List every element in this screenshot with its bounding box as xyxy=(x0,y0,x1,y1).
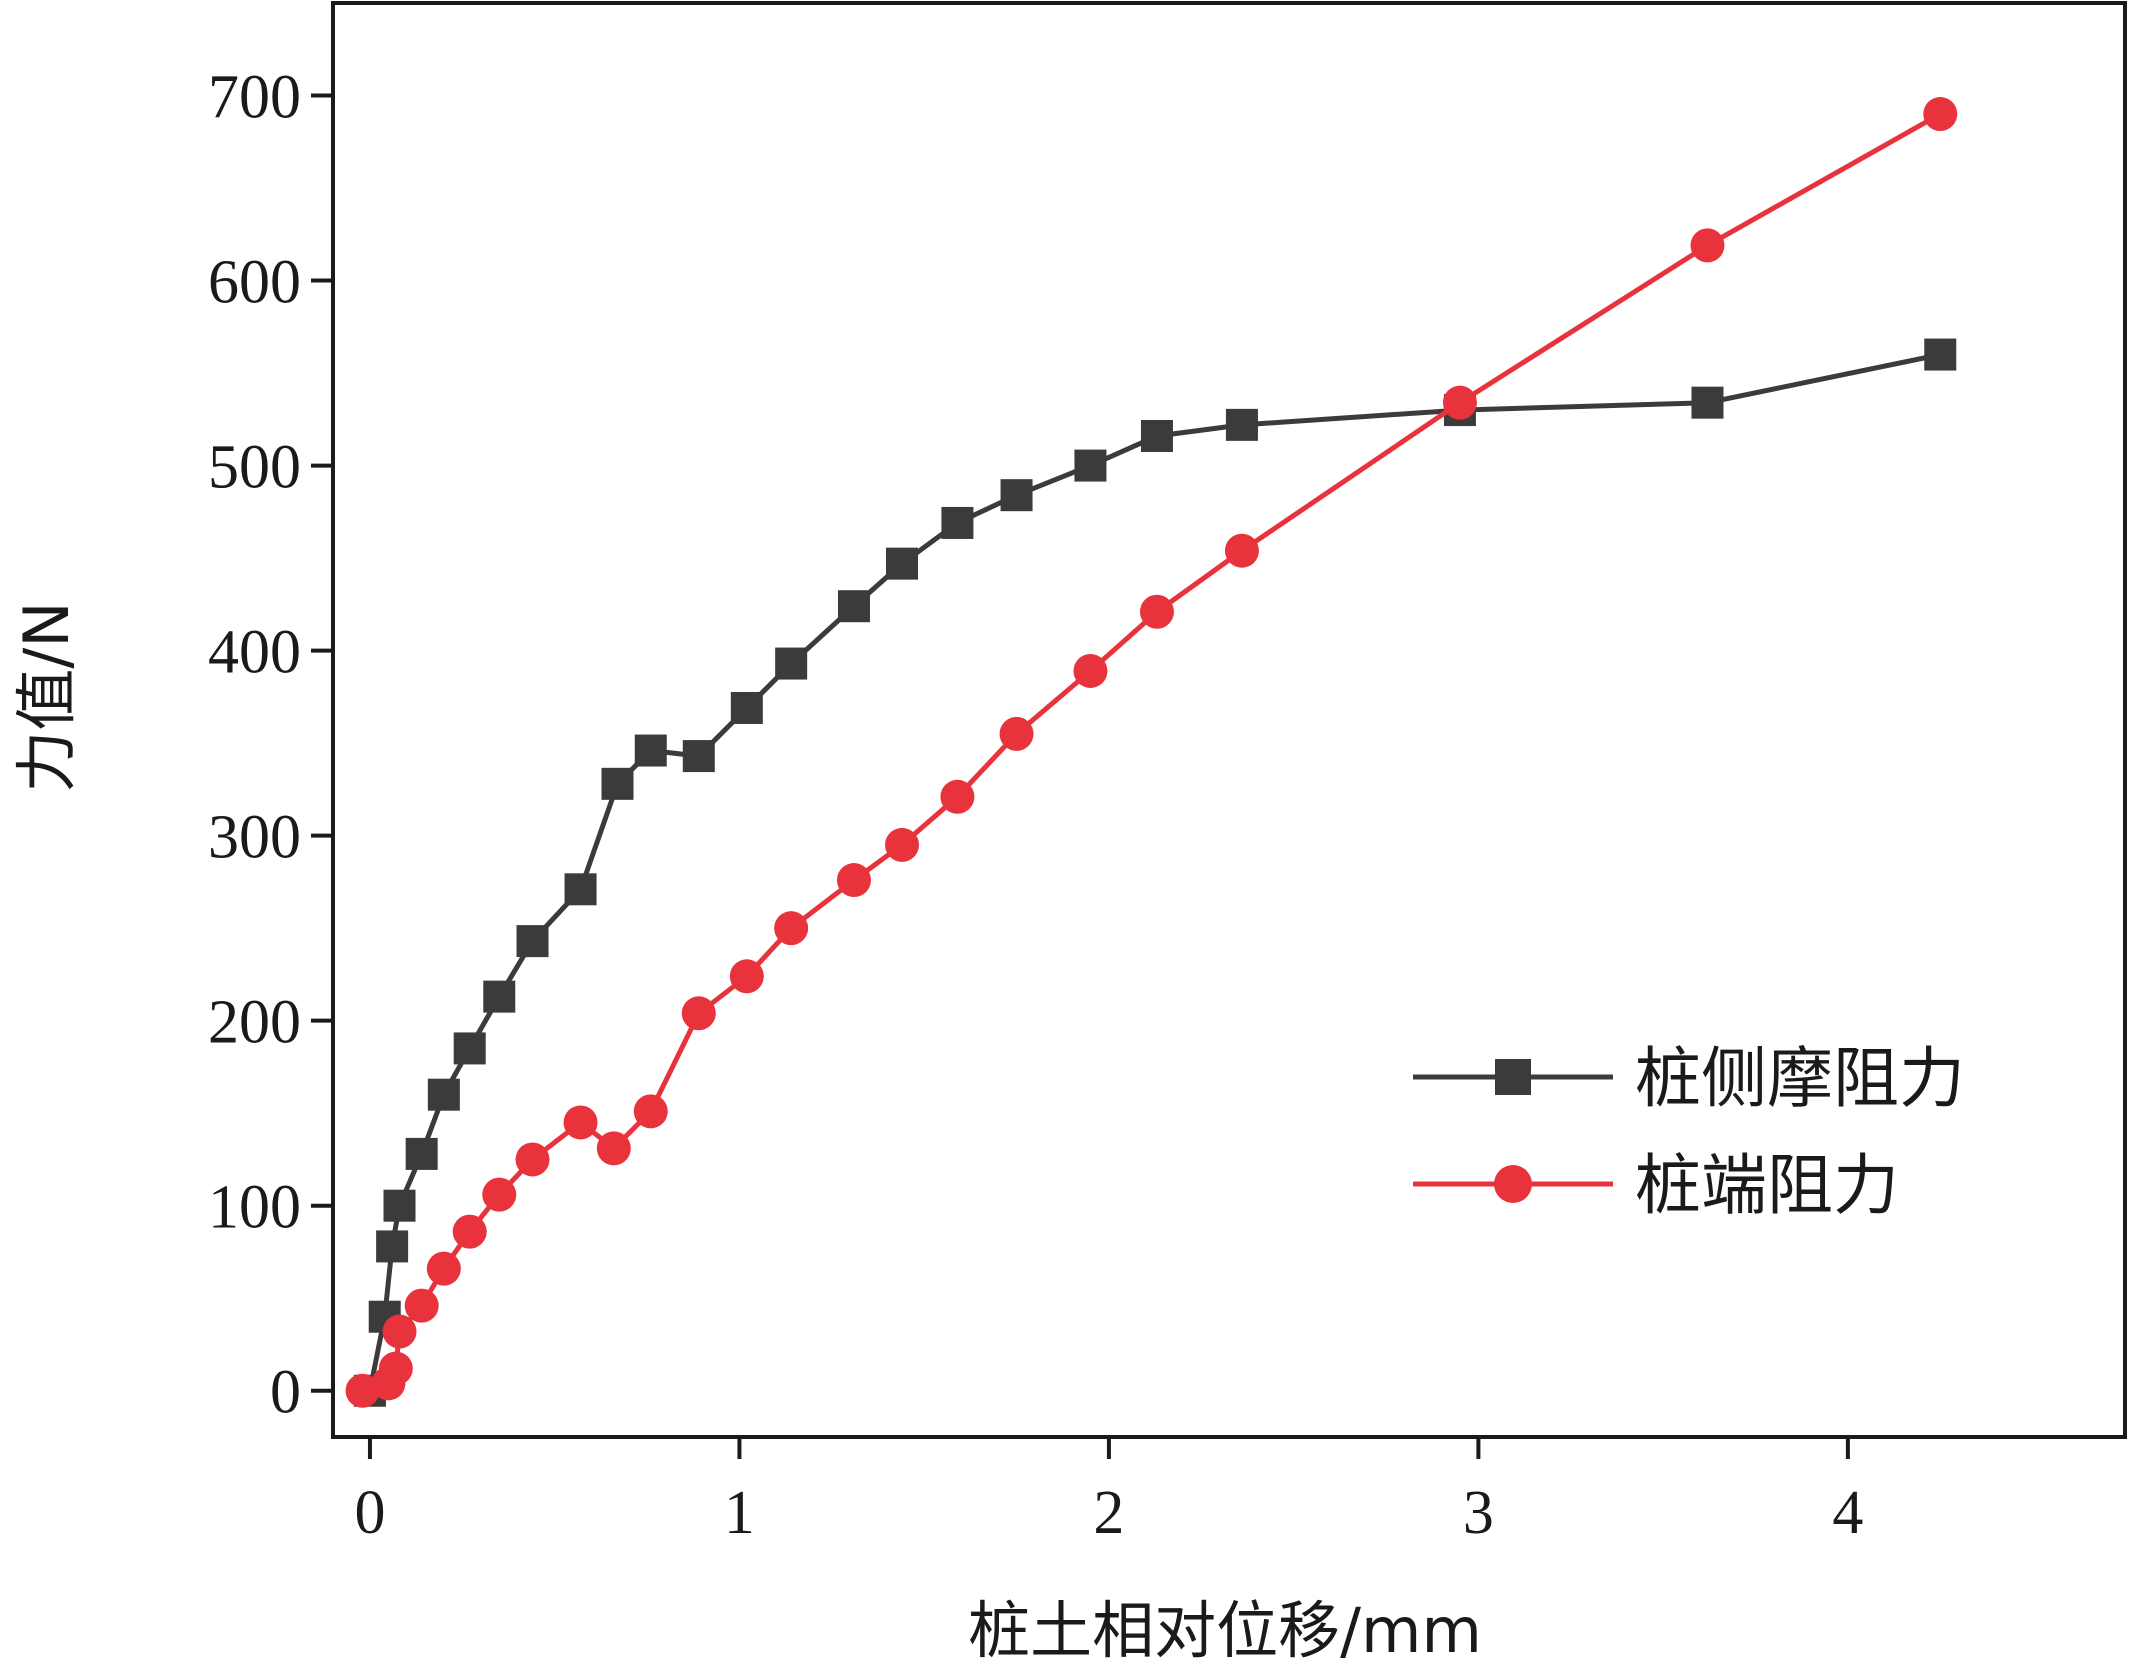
data-point xyxy=(683,740,715,772)
legend-label-tip-resistance: 桩端阻力 xyxy=(1635,1147,1899,1224)
data-point xyxy=(597,1131,631,1165)
y-tick-label: 100 xyxy=(208,1174,301,1242)
data-point xyxy=(774,911,808,945)
y-tick-label: 0 xyxy=(270,1359,301,1427)
data-point xyxy=(516,1142,550,1176)
data-point xyxy=(602,768,634,800)
data-point xyxy=(885,828,919,862)
data-point xyxy=(1226,409,1258,441)
data-point xyxy=(731,692,763,724)
series-line xyxy=(370,355,1940,1391)
y-tick-label: 400 xyxy=(208,619,301,687)
legend-label-side-friction: 桩侧摩阻力 xyxy=(1635,1040,1965,1117)
legend-marker-side-friction xyxy=(1495,1059,1531,1095)
data-point xyxy=(379,1352,413,1386)
y-tick-label: 700 xyxy=(208,64,301,132)
data-point xyxy=(1140,595,1174,629)
y-axis: 0 100 200 300 400 500 600 700 xyxy=(208,64,333,1427)
data-point xyxy=(1073,654,1107,688)
legend: 桩侧摩阻力 桩端阻力 xyxy=(1413,1040,1965,1224)
x-tick-label: 1 xyxy=(724,1479,755,1547)
data-point xyxy=(565,873,597,905)
y-tick-label: 500 xyxy=(208,434,301,502)
data-point xyxy=(635,735,667,767)
x-axis-label: 桩土相对位移/mm xyxy=(968,1594,1482,1665)
data-point xyxy=(886,548,918,580)
data-point xyxy=(837,863,871,897)
y-tick-label: 300 xyxy=(208,804,301,872)
data-point xyxy=(1074,450,1106,482)
data-point xyxy=(1141,420,1173,452)
data-point xyxy=(383,1315,417,1349)
x-tick-label: 3 xyxy=(1463,1479,1494,1547)
data-point xyxy=(940,780,974,814)
data-point xyxy=(564,1105,598,1139)
data-point xyxy=(427,1252,461,1286)
x-axis: 0 1 2 3 4 xyxy=(354,1437,1863,1547)
data-point xyxy=(1691,387,1723,419)
data-point xyxy=(1443,386,1477,420)
x-tick-label: 2 xyxy=(1093,1479,1124,1547)
data-point xyxy=(454,1032,486,1064)
legend-marker-tip-resistance xyxy=(1494,1165,1532,1203)
data-point xyxy=(1923,97,1957,131)
x-tick-label: 4 xyxy=(1832,1479,1863,1547)
data-point xyxy=(406,1138,438,1170)
data-point xyxy=(1000,717,1034,751)
y-tick-label: 200 xyxy=(208,989,301,1057)
x-tick-label: 0 xyxy=(354,1479,385,1547)
series-side-friction xyxy=(354,339,1956,1407)
data-point xyxy=(775,648,807,680)
data-point xyxy=(941,507,973,539)
data-point xyxy=(1924,339,1956,371)
data-point xyxy=(1225,534,1259,568)
data-point xyxy=(482,1178,516,1212)
data-point xyxy=(730,959,764,993)
data-point xyxy=(384,1190,416,1222)
data-point xyxy=(682,996,716,1030)
data-point xyxy=(1690,228,1724,262)
data-point xyxy=(405,1289,439,1323)
data-point xyxy=(428,1079,460,1111)
data-point xyxy=(376,1230,408,1262)
data-point xyxy=(483,981,515,1013)
y-tick-label: 600 xyxy=(208,249,301,317)
data-point xyxy=(1001,479,1033,511)
data-point xyxy=(453,1215,487,1249)
y-axis-label: 力值/N xyxy=(10,601,83,792)
data-point xyxy=(838,590,870,622)
data-point xyxy=(634,1094,668,1128)
data-point xyxy=(517,925,549,957)
